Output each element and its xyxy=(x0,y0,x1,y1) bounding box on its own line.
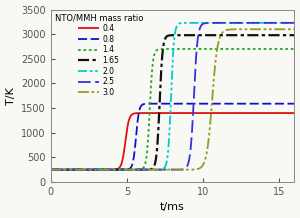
Y-axis label: T/K: T/K xyxy=(6,87,16,105)
Legend: 0.4, 0.8, 1.4, 1.65, 2.0, 2.5, 3.0: 0.4, 0.8, 1.4, 1.65, 2.0, 2.5, 3.0 xyxy=(53,12,144,99)
X-axis label: t/ms: t/ms xyxy=(160,203,185,213)
